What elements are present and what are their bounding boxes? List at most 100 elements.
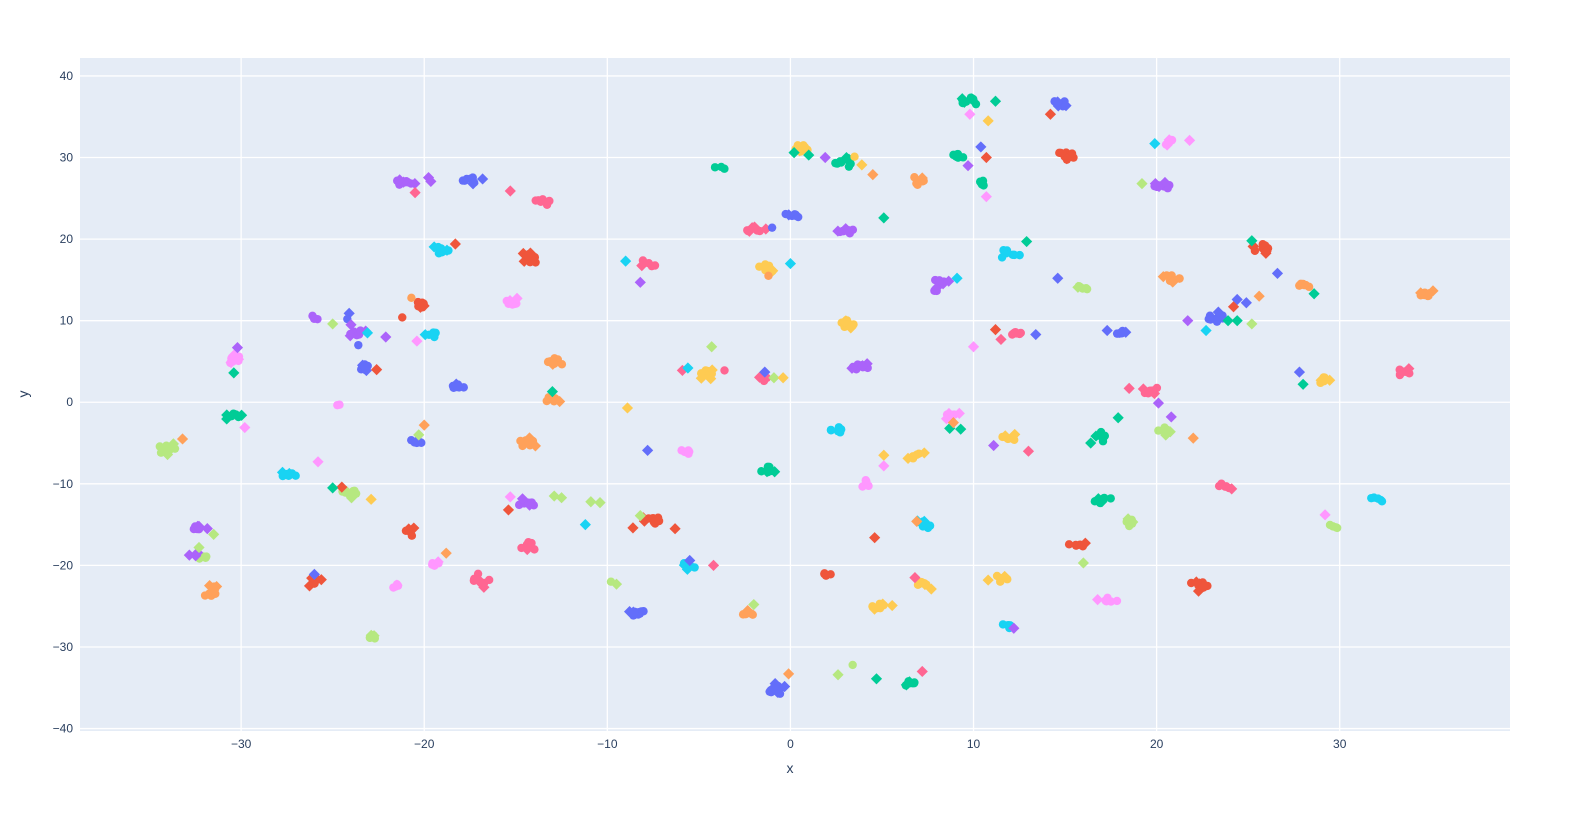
scatter-point-diamond[interactable] [409,187,421,199]
scatter-point-diamond[interactable] [1072,281,1084,293]
scatter-point-diamond[interactable] [868,603,881,615]
scatter-point-diamond[interactable] [1157,271,1169,283]
scatter-point-circle[interactable] [1214,481,1224,491]
scatter-point-circle[interactable] [831,158,840,168]
scatter-point-circle[interactable] [1055,148,1064,158]
scatter-point-circle[interactable] [470,574,479,584]
scatter-point-diamond[interactable] [958,96,970,108]
scatter-point-diamond[interactable] [951,272,963,284]
scatter-point-diamond[interactable] [1163,134,1175,146]
scatter-point-diamond[interactable] [706,364,718,376]
scatter-point-circle[interactable] [850,152,859,161]
scatter-point-diamond[interactable] [1044,108,1057,120]
scatter-point-diamond[interactable] [706,341,718,353]
scatter-point-diamond[interactable] [955,423,967,435]
scatter-point-circle[interactable] [1082,284,1092,294]
scatter-point-diamond[interactable] [231,341,244,354]
scatter-point-diamond[interactable] [903,676,916,688]
scatter-point-diamond[interactable] [1226,483,1238,495]
scatter-point-diamond[interactable] [232,353,245,365]
scatter-point-circle[interactable] [767,223,777,232]
scatter-point-diamond[interactable] [1090,430,1102,442]
scatter-point-diamond[interactable] [767,682,780,694]
scatter-point-diamond[interactable] [1319,509,1331,521]
scatter-point-diamond[interactable] [283,467,295,480]
scatter-point-diamond[interactable] [999,430,1011,442]
scatter-point-diamond[interactable] [308,568,320,580]
scatter-point-diamond[interactable] [183,549,195,561]
scatter-point-circle[interactable] [826,426,836,435]
scatter-point-diamond[interactable] [676,364,688,377]
scatter-point-diamond[interactable] [627,606,639,618]
scatter-point-diamond[interactable] [1165,411,1177,423]
scatter-point-diamond[interactable] [380,331,392,343]
scatter-point-diamond[interactable] [870,673,883,685]
scatter-point-diamond[interactable] [1122,513,1134,525]
scatter-point-diamond[interactable] [1167,276,1179,288]
scatter-point-diamond[interactable] [1246,235,1258,247]
scatter-point-diamond[interactable] [403,523,415,535]
scatter-point-diamond[interactable] [579,519,591,531]
scatter-point-diamond[interactable] [167,438,180,450]
scatter-point-diamond[interactable] [1247,240,1259,253]
scatter-point-diamond[interactable] [517,247,529,260]
scatter-point-diamond[interactable] [365,629,377,641]
scatter-point-diamond[interactable] [408,522,420,534]
scatter-point-diamond[interactable] [585,496,597,508]
scatter-point-circle[interactable] [710,163,720,172]
scatter-point-diamond[interactable] [980,151,992,164]
scatter-point-diamond[interactable] [521,250,533,262]
scatter-point-circle[interactable] [434,249,444,258]
scatter-point-diamond[interactable] [982,574,994,586]
scatter-point-diamond[interactable] [345,319,357,331]
scatter-point-diamond[interactable] [760,223,772,235]
scatter-point-circle[interactable] [910,173,919,182]
scatter-point-diamond[interactable] [1297,378,1309,390]
scatter-point-diamond[interactable] [548,490,560,502]
scatter-point-diamond[interactable] [425,175,437,188]
scatter-point-diamond[interactable] [878,212,890,224]
scatter-point-diamond[interactable] [943,407,955,420]
scatter-point-diamond[interactable] [176,433,189,445]
scatter-point-diamond[interactable] [1182,315,1194,327]
scatter-point-diamond[interactable] [1077,557,1089,569]
scatter-point-diamond[interactable] [636,259,648,272]
scatter-point-diamond[interactable] [555,492,568,504]
scatter-point-diamond[interactable] [634,276,646,288]
scatter-point-diamond[interactable] [1212,306,1224,318]
scatter-point-diamond[interactable] [327,318,339,330]
scatter-point-diamond[interactable] [1190,576,1202,588]
scatter-point-diamond[interactable] [953,407,965,419]
scatter-point-diamond[interactable] [432,556,444,568]
scatter-point-diamond[interactable] [411,335,423,347]
scatter-point-diamond[interactable] [856,360,869,372]
scatter-point-diamond[interactable] [877,598,889,610]
scatter-point-diamond[interactable] [1246,318,1258,330]
scatter-point-diamond[interactable] [705,373,717,385]
scatter-point-diamond[interactable] [967,341,980,353]
scatter-point-diamond[interactable] [681,563,693,575]
scatter-point-diamond[interactable] [1008,622,1020,634]
scatter-point-diamond[interactable] [768,372,780,384]
scatter-point-circle[interactable] [953,149,963,159]
scatter-point-circle[interactable] [1328,522,1338,531]
scatter-point-circle[interactable] [864,481,873,491]
scatter-point-diamond[interactable] [409,177,421,190]
scatter-point-diamond[interactable] [336,481,348,493]
scatter-point-diamond[interactable] [1030,328,1042,341]
scatter-point-circle[interactable] [848,660,857,670]
scatter-point-diamond[interactable] [962,160,974,172]
scatter-point-circle[interactable] [720,366,729,375]
scatter-point-diamond[interactable] [947,417,959,429]
scatter-point-diamond[interactable] [1152,397,1165,409]
scatter-point-diamond[interactable] [210,580,223,593]
scatter-point-diamond[interactable] [777,372,789,384]
scatter-point-diamond[interactable] [682,362,694,374]
scatter-point-circle[interactable] [821,571,831,580]
scatter-point-diamond[interactable] [788,147,800,159]
scatter-point-diamond[interactable] [911,515,923,527]
scatter-point-diamond[interactable] [621,402,634,414]
scatter-point-circle[interactable] [398,313,407,322]
scatter-point-diamond[interactable] [1160,429,1172,441]
scatter-point-diamond[interactable] [918,515,930,527]
